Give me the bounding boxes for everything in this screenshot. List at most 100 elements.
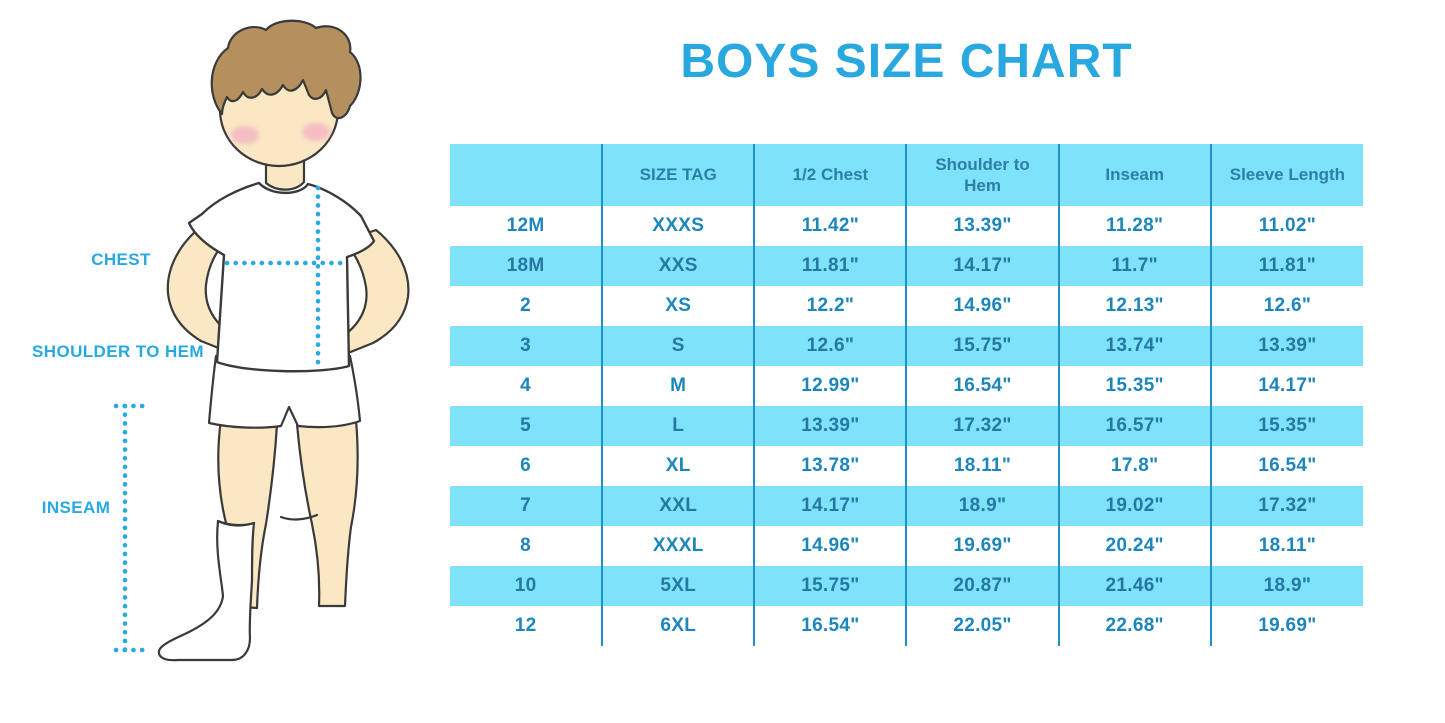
table-cell: 15.35" (1209, 406, 1363, 446)
head (210, 19, 362, 168)
socks (157, 513, 319, 662)
table-cell: 2 (450, 286, 603, 326)
inseam-label: INSEAM (41, 498, 111, 517)
blush-left (231, 126, 259, 144)
measurement-lines (113, 185, 349, 653)
table-row: 8 XXXL 14.96" 19.69" 20.24" 18.11" (450, 526, 1363, 566)
table-cell: 15.35" (1057, 366, 1211, 406)
table-body: 12M XXXS 11.42" 13.39" 11.28" 11.02" 18M XXS 11.… (450, 206, 1363, 646)
table-cell: 13.39" (753, 406, 907, 446)
table-cell: 3 (450, 326, 603, 366)
table-cell: 15.75" (753, 566, 907, 606)
table-header-row: SIZE TAG 1/2 Chest Shoulder to Hem Inseam Sl… (450, 144, 1363, 206)
table-cell: 4 (450, 366, 603, 406)
table-cell: 17.32" (1209, 486, 1363, 526)
table-cell: 12.99" (753, 366, 907, 406)
table-cell: 5 (450, 406, 603, 446)
size-table: SIZE TAG 1/2 Chest Shoulder to Hem Inseam Sl… (450, 144, 1363, 646)
table-cell: 19.69" (1209, 606, 1363, 646)
table-row: 12 6XL 16.54" 22.05" 22.68" 19.69" (450, 606, 1363, 646)
table-cell: 15.75" (905, 326, 1059, 366)
table-cell: 8 (450, 526, 603, 566)
table-row: 10 5XL 15.75" 20.87" 21.46" 18.9" (450, 566, 1363, 606)
column-header: Inseam (1057, 144, 1211, 206)
table-cell: 17.32" (905, 406, 1059, 446)
table-cell: 5XL (601, 566, 755, 606)
table-cell: 19.02" (1057, 486, 1211, 526)
table-cell: 20.87" (905, 566, 1059, 606)
table-cell: 13.39" (1209, 326, 1363, 366)
table-cell: XS (601, 286, 755, 326)
table-cell: 12.6" (753, 326, 907, 366)
table-row: 6 XL 13.78" 18.11" 17.8" 16.54" (450, 446, 1363, 486)
table-cell: 18.9" (905, 486, 1059, 526)
table-cell: 14.96" (905, 286, 1059, 326)
table-cell: 12.6" (1209, 286, 1363, 326)
column-header: Shoulder to Hem (905, 144, 1059, 206)
boy-measurement-illustration (113, 19, 410, 662)
table-cell: 20.24" (1057, 526, 1211, 566)
table-cell: 21.46" (1057, 566, 1211, 606)
table-row: 3 S 12.6" 15.75" 13.74" 13.39" (450, 326, 1363, 366)
table-cell: 12.2" (753, 286, 907, 326)
table-cell: 14.17" (753, 486, 907, 526)
table-cell: L (601, 406, 755, 446)
table-cell: 19.69" (905, 526, 1059, 566)
column-header: Sleeve Length (1209, 144, 1363, 206)
table-row: 5 L 13.39" 17.32" 16.57" 15.35" (450, 406, 1363, 446)
table-cell: 11.42" (753, 206, 907, 246)
table-cell: 14.96" (753, 526, 907, 566)
table-cell: 16.57" (1057, 406, 1211, 446)
blush-right (302, 123, 330, 141)
column-header (450, 144, 603, 206)
table-cell: 14.17" (1209, 366, 1363, 406)
chest-label: CHEST (91, 250, 151, 269)
table-cell: 11.7" (1057, 246, 1211, 286)
table-cell: XL (601, 446, 755, 486)
table-cell: 17.8" (1057, 446, 1211, 486)
table-cell: 18.11" (1209, 526, 1363, 566)
hair (210, 19, 362, 120)
table-cell: 14.17" (905, 246, 1059, 286)
table-cell: 18.9" (1209, 566, 1363, 606)
table-cell: 11.81" (1209, 246, 1363, 286)
table-cell: 7 (450, 486, 603, 526)
table-cell: 12.13" (1057, 286, 1211, 326)
page-title: BOYS SIZE CHART (680, 35, 1133, 88)
column-header: SIZE TAG (601, 144, 755, 206)
table-cell: 12 (450, 606, 603, 646)
table-cell: XXXL (601, 526, 755, 566)
table-cell: 13.74" (1057, 326, 1211, 366)
table-cell: 13.78" (753, 446, 907, 486)
shorts (207, 354, 362, 429)
table-cell: XXXS (601, 206, 755, 246)
table-row: 12M XXXS 11.42" 13.39" 11.28" 11.02" (450, 206, 1363, 246)
table-cell: 18.11" (905, 446, 1059, 486)
table-cell: XXS (601, 246, 755, 286)
table-cell: S (601, 326, 755, 366)
table-cell: 22.05" (905, 606, 1059, 646)
table-cell: 11.81" (753, 246, 907, 286)
table-row: 18M XXS 11.81" 14.17" 11.7" 11.81" (450, 246, 1363, 286)
table-cell: XXL (601, 486, 755, 526)
table-cell: 10 (450, 566, 603, 606)
table-row: 2 XS 12.2" 14.96" 12.13" 12.6" (450, 286, 1363, 326)
table-cell: 6 (450, 446, 603, 486)
table-cell: 6XL (601, 606, 755, 646)
table-cell: 16.54" (753, 606, 907, 646)
table-cell: 16.54" (1209, 446, 1363, 486)
shoulder-to-hem-label: SHOULDER TO HEM (32, 342, 204, 361)
table-cell: 18M (450, 246, 603, 286)
table-cell: 11.02" (1209, 206, 1363, 246)
table-row: 7 XXL 14.17" 18.9" 19.02" 17.32" (450, 486, 1363, 526)
t-shirt (187, 181, 376, 373)
table-cell: 11.28" (1057, 206, 1211, 246)
table-cell: 13.39" (905, 206, 1059, 246)
column-header: 1/2 Chest (753, 144, 907, 206)
table-cell: 22.68" (1057, 606, 1211, 646)
table-cell: 12M (450, 206, 603, 246)
table-cell: 16.54" (905, 366, 1059, 406)
table-cell: M (601, 366, 755, 406)
table-row: 4 M 12.99" 16.54" 15.35" 14.17" (450, 366, 1363, 406)
